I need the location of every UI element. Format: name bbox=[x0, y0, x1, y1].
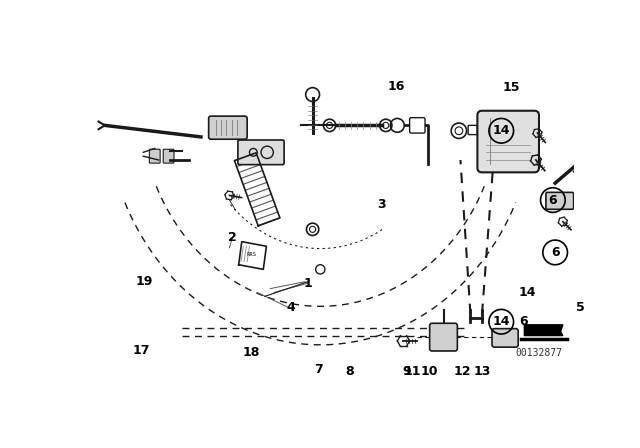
Text: 9: 9 bbox=[402, 365, 411, 378]
Text: 14: 14 bbox=[519, 286, 536, 299]
Text: 3: 3 bbox=[378, 198, 386, 211]
Text: 18: 18 bbox=[243, 346, 260, 359]
Text: 1: 1 bbox=[303, 277, 312, 290]
FancyBboxPatch shape bbox=[209, 116, 247, 139]
FancyBboxPatch shape bbox=[546, 192, 573, 209]
Text: 00132877: 00132877 bbox=[515, 348, 563, 358]
Text: 15: 15 bbox=[502, 81, 520, 94]
Text: RRS: RRS bbox=[247, 252, 257, 257]
Text: 10: 10 bbox=[421, 365, 438, 378]
Text: 7: 7 bbox=[314, 363, 323, 376]
Text: 8: 8 bbox=[345, 365, 354, 378]
Text: 14: 14 bbox=[493, 124, 510, 137]
Text: 6: 6 bbox=[519, 315, 527, 328]
FancyBboxPatch shape bbox=[163, 149, 174, 163]
Text: 16: 16 bbox=[387, 80, 404, 93]
FancyBboxPatch shape bbox=[477, 111, 539, 172]
FancyBboxPatch shape bbox=[429, 323, 458, 351]
Text: 4: 4 bbox=[287, 302, 296, 314]
FancyBboxPatch shape bbox=[238, 140, 284, 165]
Text: 17: 17 bbox=[133, 345, 150, 358]
FancyBboxPatch shape bbox=[468, 125, 477, 134]
Text: 2: 2 bbox=[228, 231, 237, 244]
Text: 12: 12 bbox=[453, 365, 471, 378]
Text: 19: 19 bbox=[136, 275, 154, 288]
FancyBboxPatch shape bbox=[492, 329, 518, 347]
FancyBboxPatch shape bbox=[149, 149, 160, 163]
Text: 5: 5 bbox=[576, 302, 585, 314]
Circle shape bbox=[390, 118, 404, 132]
Text: 11: 11 bbox=[404, 365, 422, 378]
Text: 14: 14 bbox=[493, 315, 510, 328]
FancyBboxPatch shape bbox=[410, 118, 425, 133]
Text: 13: 13 bbox=[474, 365, 491, 378]
Text: 6: 6 bbox=[548, 194, 557, 207]
Polygon shape bbox=[524, 325, 563, 336]
Text: 6: 6 bbox=[551, 246, 559, 259]
